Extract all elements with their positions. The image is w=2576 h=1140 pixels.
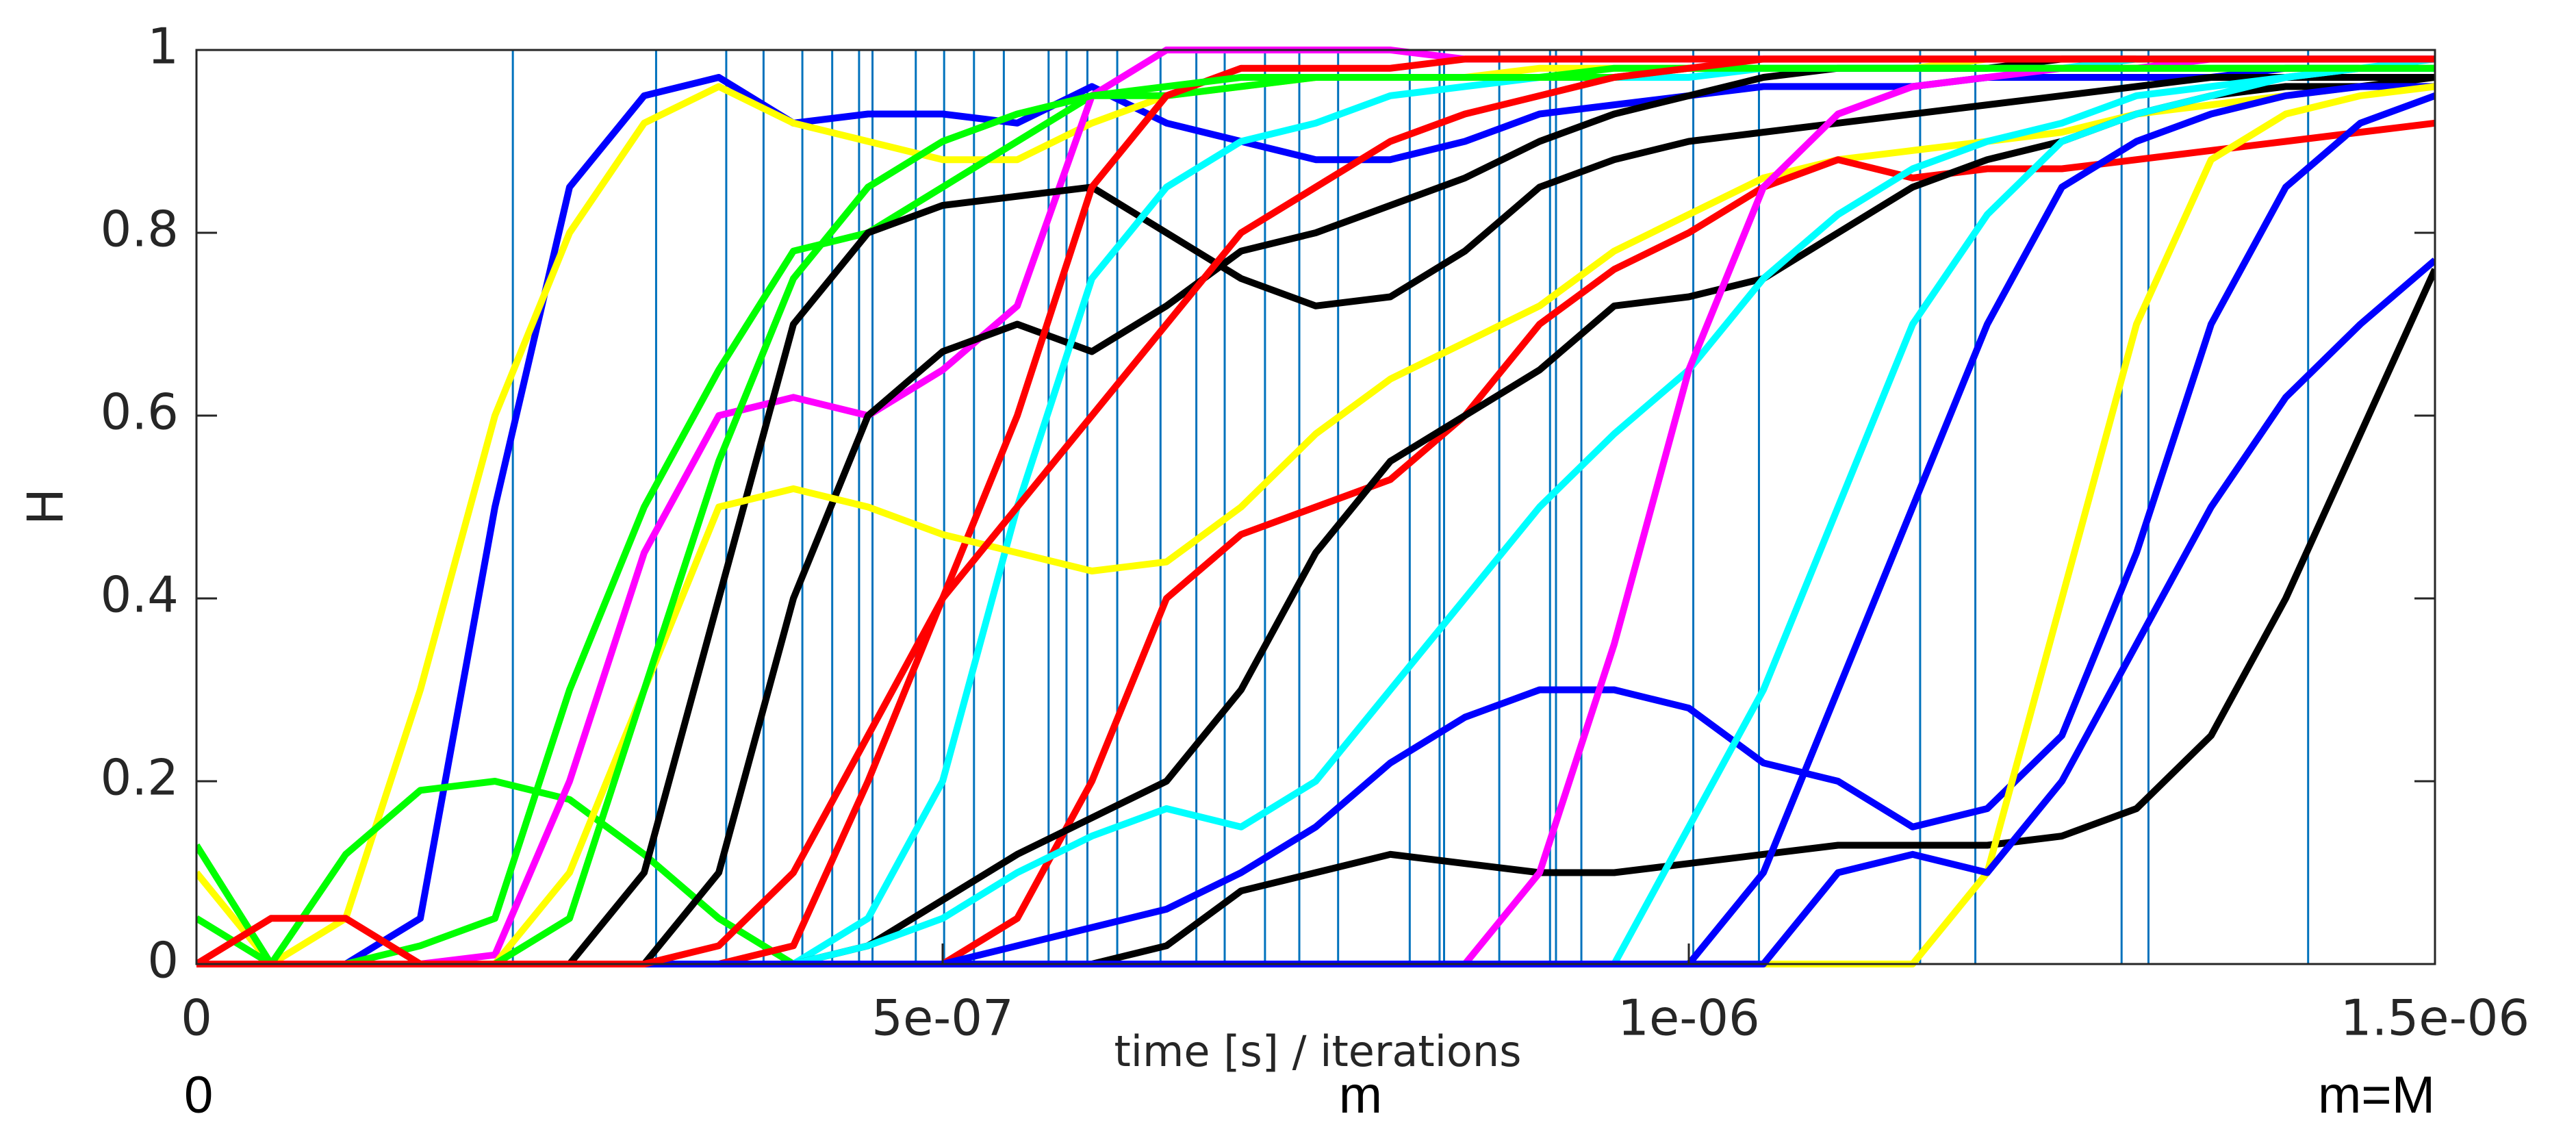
- series-line: [196, 778, 795, 967]
- x-tick-label: 0: [181, 989, 212, 1047]
- y-tick-label: 0.8: [100, 201, 179, 258]
- series-line: [196, 257, 2435, 967]
- series-line: [196, 74, 2435, 967]
- series-line: [196, 119, 2435, 967]
- x2-tick-label: 0: [184, 1066, 213, 1124]
- x-tick-label: 1.5e-06: [2341, 989, 2529, 1047]
- y-tick-label: 0.2: [100, 749, 179, 807]
- series-line: [196, 83, 2435, 967]
- y-tick-label: 0.4: [100, 566, 179, 624]
- series-line: [196, 92, 2435, 967]
- plot-frame: [195, 49, 2436, 965]
- series-line: [196, 83, 2435, 967]
- series-line: [196, 83, 2435, 967]
- x-axis-label: time [s] / iterations: [1114, 1026, 1522, 1076]
- x-tick-label: 1e-06: [1618, 989, 1760, 1047]
- plot-lines: [196, 47, 2435, 967]
- x2-tick-label: m: [1339, 1066, 1382, 1124]
- y-tick-label: 0: [147, 932, 179, 989]
- y-tick-label: 0.6: [100, 383, 179, 441]
- series-line: [196, 64, 2435, 967]
- y-tick-label: 1: [147, 18, 179, 75]
- y-axis-label: H: [17, 488, 75, 525]
- x2-tick-label: m=M: [2318, 1066, 2435, 1124]
- x-tick-label: 5e-07: [871, 989, 1014, 1047]
- series-line: [196, 74, 2435, 967]
- series-line: [196, 64, 2435, 967]
